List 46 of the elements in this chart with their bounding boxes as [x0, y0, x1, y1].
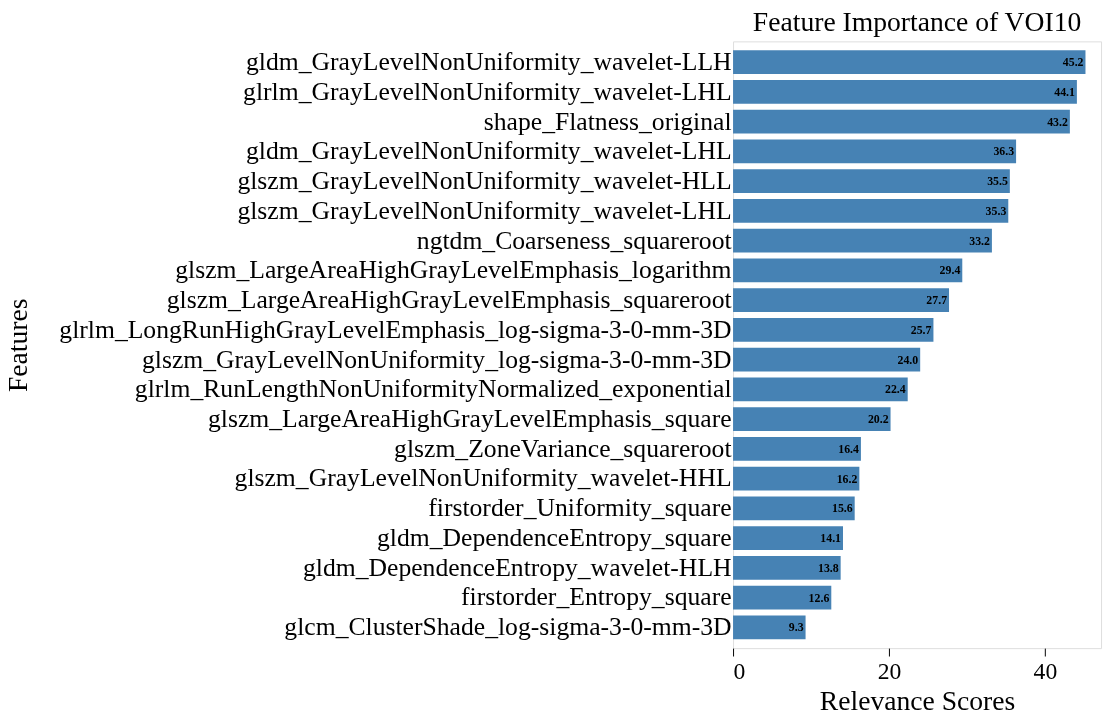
data-label: 35.3: [985, 203, 1007, 218]
y-tick-label: gldm_GrayLevelNonUniformity_wavelet-LLH: [245, 47, 732, 77]
x-axis-title: Relevance Scores: [819, 684, 1016, 716]
data-label: 22.4: [885, 382, 906, 397]
y-tick-label: glrlm_LongRunHighGrayLevelEmphasis_log-sigma-3-0-mm-3D: [59, 314, 732, 344]
data-label: 33.2: [969, 233, 991, 248]
y-tick-label: gldm_DependenceEntropy_wavelet-HLH: [302, 552, 732, 582]
data-label: 12.6: [808, 590, 830, 605]
y-tick-label: glszm_GrayLevelNonUniformity_wavelet-LHL: [237, 195, 732, 225]
x-tick-label: 20: [877, 658, 902, 685]
y-tick-label: glszm_LargeAreaHighGrayLevelEmphasis_square: [208, 403, 732, 433]
y-tick-label: glszm_GrayLevelNonUniformity_wavelet-HHL: [234, 463, 732, 493]
chart-title: Feature Importance of VOI10: [752, 6, 1082, 38]
data-label: 16.2: [836, 471, 858, 486]
data-label: 16.4: [838, 441, 860, 456]
y-tick-label: ngtdm_Coarseness_squareroot: [416, 225, 732, 255]
y-tick-label: shape_Flatness_original: [483, 106, 732, 136]
y-tick-label: gldm_GrayLevelNonUniformity_wavelet-LHL: [245, 136, 732, 166]
data-label: 25.7: [910, 322, 932, 337]
y-tick-label: glszm_GrayLevelNonUniformity_log-sigma-3-0-mm-3D: [141, 344, 732, 374]
data-label: 13.8: [817, 560, 839, 575]
data-label: 15.6: [832, 501, 853, 516]
data-label: 44.1: [1054, 84, 1076, 99]
y-tick-label: glszm_ZoneVariance_squareroot: [394, 433, 732, 463]
data-label: 20.2: [867, 412, 889, 427]
y-tick-label: glrlm_RunLengthNonUniformityNormalized_exponential: [134, 374, 732, 404]
data-label: 9.3: [788, 620, 804, 635]
data-label: 36.3: [993, 144, 1015, 159]
data-label: 29.4: [939, 263, 961, 278]
y-tick-label: glszm_GrayLevelNonUniformity_wavelet-HLL: [237, 166, 732, 196]
data-label: 24.0: [897, 352, 919, 367]
y-axis-title: Features: [2, 298, 34, 393]
data-label: 35.5: [987, 174, 1008, 189]
x-tick-label: 0: [733, 658, 746, 685]
data-label: 14.1: [820, 531, 842, 546]
y-tick-label: gldm_DependenceEntropy_square: [377, 522, 732, 552]
data-label: 43.2: [1047, 114, 1068, 129]
y-tick-label: glrlm_GrayLevelNonUniformity_wavelet-LHL: [243, 76, 732, 106]
data-label: 27.7: [926, 293, 948, 308]
y-tick-label: glszm_LargeAreaHighGrayLevelEmphasis_squareroot: [166, 285, 732, 315]
y-tick-label: firstorder_Entropy_square: [461, 582, 732, 612]
y-tick-label: glszm_LargeAreaHighGrayLevelEmphasis_logarithm: [175, 255, 732, 285]
data-label: 45.2: [1062, 55, 1084, 70]
x-tick-label: 40: [1033, 658, 1058, 685]
y-tick-label: glcm_ClusterShade_log-sigma-3-0-mm-3D: [284, 612, 732, 642]
y-tick-label: firstorder_Uniformity_square: [428, 493, 732, 523]
